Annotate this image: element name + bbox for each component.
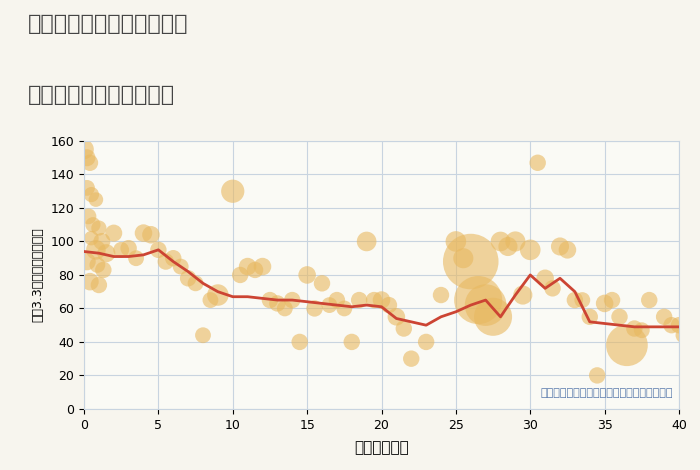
Point (86, 191, 97, 198)
Point (101, 250, 112, 257)
Point (525, 246, 536, 254)
Point (205, 296, 216, 304)
X-axis label: 築年数（年）: 築年数（年） (354, 440, 409, 455)
Point (249, 266, 260, 274)
Point (599, 300, 610, 307)
Point (93, 281, 104, 289)
Point (234, 271, 246, 279)
Point (265, 296, 276, 304)
Point (123, 244, 134, 252)
Point (450, 238, 461, 245)
Point (302, 271, 313, 279)
Point (116, 246, 127, 254)
Point (88, 221, 99, 228)
Point (212, 291, 223, 299)
Point (90, 196, 101, 204)
Point (190, 280, 201, 287)
Point (636, 327, 648, 334)
Point (678, 331, 689, 339)
Point (294, 338, 305, 346)
Point (84, 159, 95, 166)
Point (421, 338, 432, 346)
Point (376, 296, 387, 304)
Point (480, 301, 491, 309)
Point (81, 184, 92, 192)
Point (86, 235, 97, 242)
Point (227, 188, 238, 195)
Point (577, 296, 588, 304)
Point (324, 301, 335, 309)
Point (279, 305, 290, 312)
Point (614, 313, 625, 321)
Point (346, 338, 357, 346)
Point (183, 274, 194, 282)
Point (368, 296, 379, 304)
Point (272, 300, 283, 307)
Point (309, 305, 320, 312)
Point (503, 243, 514, 250)
Point (168, 254, 179, 262)
Point (406, 355, 417, 362)
Point (391, 313, 402, 321)
Text: 千葉県習志野市東習志野の: 千葉県習志野市東習志野の (28, 14, 188, 34)
Point (339, 305, 350, 312)
Point (146, 231, 157, 239)
Point (354, 296, 365, 304)
Point (84, 278, 95, 285)
Point (487, 313, 498, 321)
Point (96, 238, 108, 245)
Point (435, 291, 447, 299)
Text: 円の大きさは、取引のあった物件面積を示す: 円の大きさは、取引のあった物件面積を示す (540, 388, 673, 398)
Point (316, 280, 328, 287)
Point (92, 261, 103, 269)
Point (197, 331, 209, 339)
Point (130, 254, 141, 262)
Point (108, 229, 119, 237)
Point (287, 296, 298, 304)
Point (495, 238, 506, 245)
Point (547, 284, 558, 292)
Point (153, 246, 164, 254)
Point (673, 321, 685, 329)
Point (510, 238, 521, 245)
Point (473, 296, 484, 304)
Point (257, 263, 268, 270)
Point (90, 246, 101, 254)
Point (562, 246, 573, 254)
Point (592, 372, 603, 379)
Point (93, 224, 104, 232)
Point (644, 296, 655, 304)
Point (242, 263, 253, 270)
Point (569, 296, 580, 304)
Point (540, 274, 551, 282)
Point (622, 342, 633, 349)
Point (384, 301, 395, 309)
Point (606, 296, 617, 304)
Point (331, 296, 342, 304)
Point (81, 258, 92, 265)
Text: 築年数別中古戸建て価格: 築年数別中古戸建て価格 (28, 85, 175, 105)
Point (160, 258, 172, 265)
Point (361, 238, 372, 245)
Point (659, 313, 670, 321)
Point (458, 254, 469, 262)
Point (98, 266, 109, 274)
Point (78, 146, 90, 153)
Point (81, 154, 92, 162)
Point (666, 321, 677, 329)
Point (83, 212, 94, 220)
Point (554, 243, 566, 250)
Point (465, 258, 476, 265)
Point (532, 159, 543, 166)
Point (138, 229, 149, 237)
Point (398, 325, 409, 332)
Point (629, 325, 640, 332)
Point (584, 313, 595, 321)
Y-axis label: 坪（3.3㎡）単価（万円）: 坪（3.3㎡）単価（万円） (32, 227, 45, 322)
Point (517, 291, 528, 299)
Point (175, 263, 186, 270)
